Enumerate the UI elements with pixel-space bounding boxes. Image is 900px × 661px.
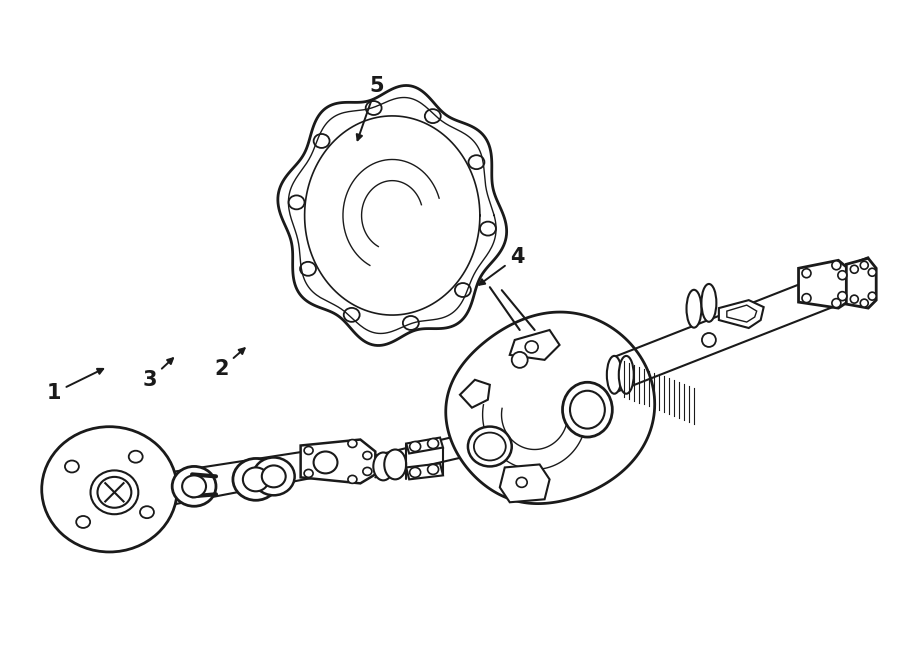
- Ellipse shape: [313, 451, 338, 473]
- Ellipse shape: [469, 155, 484, 169]
- Ellipse shape: [425, 109, 441, 123]
- Ellipse shape: [363, 467, 372, 475]
- Ellipse shape: [838, 271, 847, 280]
- Ellipse shape: [802, 293, 811, 303]
- Ellipse shape: [140, 506, 154, 518]
- Ellipse shape: [233, 459, 279, 500]
- Ellipse shape: [403, 316, 418, 330]
- Polygon shape: [509, 330, 560, 360]
- Ellipse shape: [428, 465, 438, 475]
- Text: 3: 3: [142, 358, 173, 390]
- Ellipse shape: [304, 469, 313, 477]
- Ellipse shape: [860, 299, 868, 307]
- Ellipse shape: [76, 516, 90, 528]
- Ellipse shape: [344, 308, 360, 322]
- Ellipse shape: [253, 457, 294, 495]
- Text: 4: 4: [479, 247, 525, 285]
- Polygon shape: [798, 260, 850, 308]
- Ellipse shape: [838, 292, 847, 301]
- Ellipse shape: [363, 451, 372, 459]
- Text: 2: 2: [214, 348, 245, 379]
- Ellipse shape: [65, 461, 79, 473]
- Ellipse shape: [374, 453, 393, 481]
- Polygon shape: [460, 380, 490, 408]
- Polygon shape: [301, 440, 375, 483]
- Ellipse shape: [313, 134, 329, 148]
- Ellipse shape: [91, 471, 139, 514]
- Ellipse shape: [702, 333, 716, 347]
- Ellipse shape: [512, 352, 527, 368]
- Polygon shape: [446, 312, 654, 504]
- Ellipse shape: [850, 265, 859, 273]
- Ellipse shape: [300, 262, 316, 276]
- Polygon shape: [406, 438, 443, 453]
- Ellipse shape: [526, 341, 538, 353]
- Ellipse shape: [480, 221, 496, 235]
- Ellipse shape: [454, 283, 471, 297]
- Ellipse shape: [468, 426, 512, 467]
- Ellipse shape: [348, 440, 357, 447]
- Ellipse shape: [129, 451, 143, 463]
- Polygon shape: [719, 300, 764, 328]
- Ellipse shape: [868, 268, 877, 276]
- Ellipse shape: [384, 449, 406, 479]
- Ellipse shape: [850, 295, 859, 303]
- Polygon shape: [278, 85, 507, 346]
- Ellipse shape: [570, 391, 605, 428]
- Ellipse shape: [97, 477, 131, 508]
- Ellipse shape: [868, 292, 877, 300]
- Polygon shape: [500, 465, 550, 502]
- Ellipse shape: [474, 432, 506, 461]
- Ellipse shape: [289, 196, 304, 210]
- Ellipse shape: [172, 467, 216, 506]
- Ellipse shape: [802, 269, 811, 278]
- Ellipse shape: [832, 299, 841, 307]
- Ellipse shape: [243, 467, 269, 491]
- Ellipse shape: [410, 442, 420, 451]
- Ellipse shape: [619, 356, 634, 394]
- Ellipse shape: [517, 477, 527, 487]
- Text: 1: 1: [47, 369, 104, 403]
- Ellipse shape: [701, 284, 716, 322]
- Ellipse shape: [348, 475, 357, 483]
- Ellipse shape: [687, 290, 701, 328]
- Ellipse shape: [182, 475, 206, 497]
- Polygon shape: [406, 463, 443, 479]
- Ellipse shape: [832, 261, 841, 270]
- Text: 5: 5: [356, 75, 383, 140]
- Ellipse shape: [262, 465, 285, 487]
- Ellipse shape: [410, 467, 420, 477]
- Ellipse shape: [860, 261, 868, 269]
- Ellipse shape: [562, 382, 612, 437]
- Ellipse shape: [304, 447, 313, 455]
- Polygon shape: [846, 258, 877, 308]
- Ellipse shape: [607, 356, 622, 394]
- Ellipse shape: [365, 101, 382, 115]
- Ellipse shape: [41, 427, 177, 552]
- Ellipse shape: [428, 438, 438, 449]
- Polygon shape: [727, 305, 757, 322]
